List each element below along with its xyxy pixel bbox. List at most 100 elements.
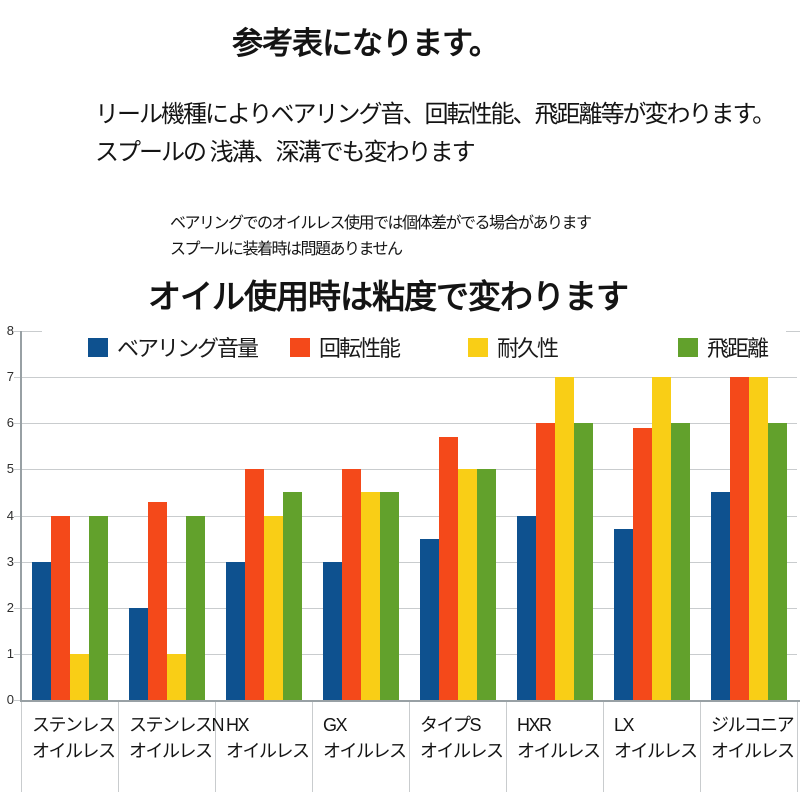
gridline [21,561,797,563]
legend-label: ベアリング音量 [117,336,259,361]
category-label-line: オイルレス [711,741,795,761]
y-axis-tick-label: 4 [6,507,14,523]
legend-label: 飛距離 [707,336,769,361]
bar-s0-c2 [225,561,245,700]
bar-s1-c2 [244,469,264,700]
bar-s2-c1 [166,653,186,700]
category-separator [797,702,798,792]
category-label-line: オイルレス [517,741,601,761]
category-label-line: HXR [517,715,552,735]
category-separator [603,702,604,792]
bar-s0-c4 [419,538,439,700]
y-axis-tick-mark [14,331,21,332]
y-axis-tick-mark [14,469,21,471]
gridline-top-right-stub [786,331,800,332]
bar-s1-c0 [50,515,70,700]
legend-swatch-icon [88,337,108,357]
y-axis-tick-label: 3 [6,553,14,569]
category-separator [409,702,410,792]
bar-s2-c7 [748,377,768,700]
category-label: GX オイルレス [323,712,407,764]
legend-swatch-icon [290,337,310,357]
category-separator [215,702,216,792]
legend-label: 回転性能 [319,336,401,361]
category-label-line: オイルレス [32,741,116,761]
category-label-line: オイルレス [614,741,698,761]
category-label-line: ジルコニア [711,715,795,735]
category-label-line: オイルレス [129,741,213,761]
y-axis-tick-label: 7 [6,369,14,385]
gridline [21,607,797,609]
y-axis-tick-label: 1 [6,645,14,661]
bearing-note: ベアリングでのオイルレス使用では個体差がでる場合があります スプールに装着時は問… [170,211,592,263]
bar-s1-c5 [535,423,555,700]
category-label-line: オイルレス [323,741,407,761]
bar-s0-c1 [128,607,148,700]
legend-item: ベアリング音量 [88,336,259,361]
y-axis-tick-mark [14,423,21,425]
legend-item: 飛距離 [678,336,769,361]
y-axis-tick-label: 0 [6,692,14,707]
bar-s1-c3 [341,469,361,700]
category-label: ステンレスオイルレス [32,712,116,764]
bar-s3-c4 [476,469,496,700]
bar-s3-c2 [282,492,302,700]
bar-s3-c5 [573,423,593,700]
reel-note-line2: スプールの 浅溝、深溝でも変わります [95,139,476,166]
bar-s1-c4 [438,437,458,700]
y-axis-tick-label: 5 [6,461,14,477]
bar-s2-c5 [554,377,574,700]
y-axis-line [20,331,22,700]
gridline [21,377,797,379]
bar-s2-c0 [69,653,89,700]
legend-item: 回転性能 [290,336,401,361]
bar-s1-c7 [729,377,749,700]
gridline [21,515,797,517]
bar-s2-c6 [651,377,671,700]
bar-s3-c7 [767,423,787,700]
chart-title: オイル使用時は粘度で変わります [148,278,629,315]
y-axis-tick-label: 2 [6,599,14,615]
category-label: HX オイルレス [226,712,310,764]
y-axis-tick-mark [14,700,21,701]
gridline-top-left-stub [21,331,42,332]
y-axis-tick-mark [14,377,21,379]
category-label-line: ステンレスN [129,715,225,735]
bar-s2-c3 [360,492,380,700]
category-label: ジルコニアオイルレス [711,712,795,764]
bar-s2-c4 [457,469,477,700]
category-separator [506,702,507,792]
category-label-line: ステンレス [32,715,116,735]
reel-note-line1: リール機種によりベアリング音、回転性能、飛距離等が変わります。 [95,101,776,128]
gridline [21,653,797,655]
y-axis-tick-label: 6 [6,415,14,431]
category-label-line: オイルレス [420,741,504,761]
category-label-line: オイルレス [226,741,310,761]
bar-s0-c0 [31,561,51,700]
x-axis-line [20,700,800,702]
reel-note: リール機種によりベアリング音、回転性能、飛距離等が変わります。 スプールの 浅溝… [95,96,776,172]
category-label: LX オイルレス [614,712,698,764]
category-separator [700,702,701,792]
category-label-line: LX [614,715,635,735]
gridline [21,423,797,425]
y-axis-tick-label: 8 [6,323,14,338]
category-label: タイプS オイルレス [420,712,504,764]
y-axis-tick-mark [14,515,21,517]
bearing-note-line2: スプールに装着時は問題ありません [170,241,403,258]
legend-swatch-icon [678,337,698,357]
category-label: ステンレスN オイルレス [129,712,225,764]
legend-label: 耐久性 [497,336,559,361]
category-separator [118,702,119,792]
bar-s1-c1 [147,501,167,700]
category-label: HXR オイルレス [517,712,601,764]
bar-s3-c1 [185,515,205,700]
y-axis-tick-mark [14,653,21,655]
gridline [21,469,797,471]
y-axis-tick-mark [14,607,21,609]
category-label-line: HX [226,715,250,735]
page-title: 参考表になります。 [232,26,500,61]
category-label-line: タイプS [420,715,482,735]
legend-swatch-icon [468,337,488,357]
